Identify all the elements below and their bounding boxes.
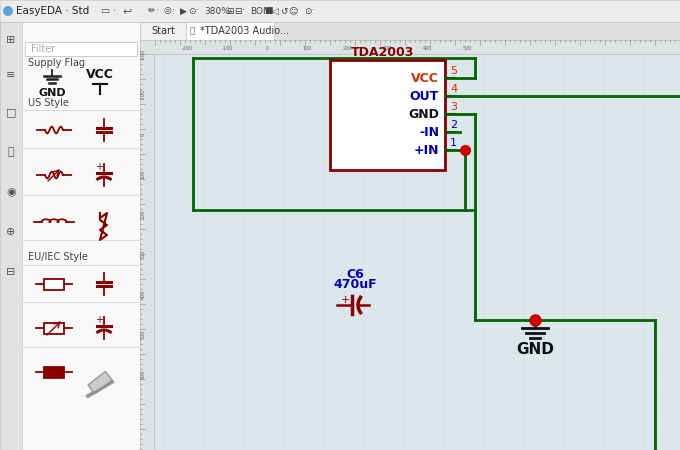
Text: 100: 100 (141, 169, 146, 179)
Text: ⊞: ⊞ (226, 6, 233, 15)
Bar (25, 42, 137, 56)
Text: ⊞: ⊞ (6, 35, 16, 45)
Text: ◉: ◉ (6, 187, 16, 197)
Bar (140, 54, 154, 450)
Text: Start: Start (151, 26, 175, 36)
Text: ·: · (156, 6, 159, 15)
Bar (44, 323, 64, 333)
Text: ≡: ≡ (6, 70, 16, 80)
Text: C6: C6 (346, 269, 364, 282)
Text: *TDA2003 Audio...: *TDA2003 Audio... (200, 26, 289, 36)
Bar (22, 22, 140, 450)
Text: 600: 600 (141, 369, 146, 379)
Text: ⊟: ⊟ (6, 267, 16, 277)
Text: 🗋: 🗋 (190, 27, 195, 36)
Text: ·: · (218, 6, 221, 15)
Text: 470uF: 470uF (333, 279, 377, 292)
Bar (140, 22, 186, 40)
Text: 0: 0 (265, 46, 269, 51)
Text: 400: 400 (141, 289, 146, 299)
Text: 300: 300 (382, 46, 392, 51)
Text: ↺: ↺ (280, 6, 288, 15)
Text: ■: ■ (264, 6, 273, 15)
Text: 1: 1 (450, 138, 457, 148)
Bar (0, 0, 680, 22)
Text: GND: GND (408, 108, 439, 121)
Text: 400: 400 (422, 46, 432, 51)
Text: VCC: VCC (411, 72, 439, 85)
Text: 200: 200 (342, 46, 352, 51)
Text: ⊟: ⊟ (234, 6, 241, 15)
Text: 300: 300 (141, 249, 146, 259)
Text: ·: · (196, 6, 199, 15)
Text: BOM: BOM (250, 6, 271, 15)
Text: 5: 5 (450, 66, 457, 76)
Text: -IN: -IN (419, 126, 439, 139)
Bar (186, 22, 274, 40)
Text: US Style: US Style (28, 98, 69, 108)
Text: 200: 200 (141, 209, 146, 219)
Text: ◁: ◁ (272, 6, 279, 15)
Text: ▶: ▶ (180, 6, 187, 15)
Text: ▭: ▭ (100, 6, 109, 16)
Text: Filter: Filter (31, 44, 55, 54)
Text: ·: · (113, 6, 116, 16)
Text: ✏: ✏ (148, 6, 156, 15)
Text: GND: GND (38, 88, 66, 98)
Text: 500: 500 (141, 329, 146, 339)
Text: 500: 500 (462, 46, 472, 51)
Text: ·: · (242, 6, 245, 15)
Bar (44, 279, 64, 289)
Bar (88, 371, 112, 394)
Text: Supply Flag: Supply Flag (28, 58, 85, 68)
Text: +: + (95, 315, 103, 325)
Text: 380%: 380% (204, 6, 230, 15)
Text: OUT: OUT (410, 90, 439, 103)
Text: ·: · (296, 6, 299, 15)
Text: EasyEDA · Std: EasyEDA · Std (16, 6, 89, 16)
Text: 100: 100 (303, 46, 311, 51)
Text: 3: 3 (450, 102, 457, 112)
Bar (330, 60, 445, 170)
Text: 4: 4 (450, 84, 457, 94)
Text: ·: · (312, 6, 315, 15)
Bar (154, 54, 680, 450)
Text: -100: -100 (222, 46, 233, 51)
Text: ⊙: ⊙ (188, 6, 196, 15)
Text: □: □ (5, 107, 16, 117)
Text: ·: · (172, 6, 175, 15)
Text: EU/IEC Style: EU/IEC Style (28, 252, 88, 262)
Text: VCC: VCC (86, 68, 114, 81)
Text: ⊕: ⊕ (6, 227, 16, 237)
Text: +: + (95, 162, 103, 172)
Text: ⊙: ⊙ (304, 6, 311, 15)
Text: -200: -200 (182, 46, 192, 51)
Bar (0, 22, 680, 40)
Text: ↩: ↩ (122, 6, 131, 16)
Bar (44, 366, 64, 378)
Text: TDA2003: TDA2003 (351, 46, 414, 59)
Text: ◎: ◎ (164, 6, 172, 15)
Text: ☺: ☺ (288, 6, 297, 15)
Circle shape (3, 6, 13, 16)
Text: +: + (341, 295, 350, 305)
Bar (0, 22, 22, 450)
Text: 2: 2 (450, 120, 457, 130)
Text: 0: 0 (141, 132, 146, 135)
Bar (140, 40, 680, 54)
Text: +IN: +IN (413, 144, 439, 157)
Text: GND: GND (516, 342, 554, 357)
Text: -100: -100 (141, 89, 146, 99)
Text: -200: -200 (141, 49, 146, 59)
Text: 🔍: 🔍 (7, 147, 14, 157)
